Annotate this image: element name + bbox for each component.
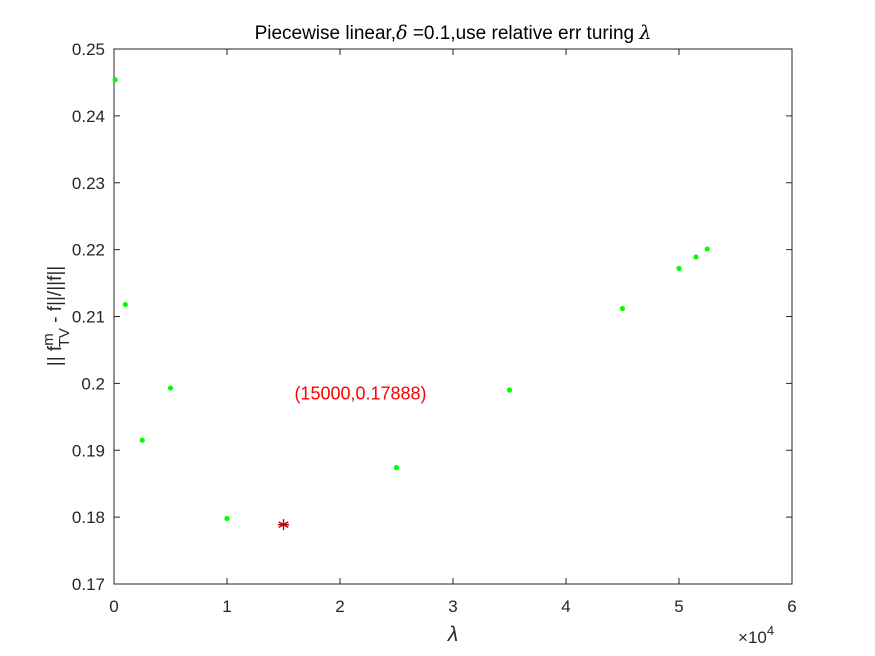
x-multiplier-base: 10 <box>748 628 767 647</box>
chart-title: Piecewise linear,δ =0.1,use relative err… <box>255 22 652 44</box>
x-tick-label: 5 <box>674 597 683 616</box>
data-point <box>506 387 513 393</box>
highlight-asterisk-marker <box>278 519 289 531</box>
data-point <box>393 465 400 471</box>
x-axis-ticks: 0 1 2 3 4 5 6 <box>109 49 797 616</box>
x-multiplier-times: × <box>738 628 748 647</box>
x-axis-multiplier: ×104 <box>738 623 774 647</box>
y-tick-label: 0.22 <box>72 241 105 260</box>
x-tick-label: 0 <box>109 597 118 616</box>
x-axis-label: λ <box>447 623 458 646</box>
plot-area <box>113 48 793 585</box>
annotation-label: (15000,0.17888) <box>294 383 426 403</box>
title-lambda: λ <box>638 22 651 44</box>
ylabel-sub: TV <box>56 328 73 347</box>
data-point <box>139 437 145 443</box>
y-tick-label: 0.25 <box>72 40 105 59</box>
data-series <box>112 77 710 522</box>
data-point <box>676 265 682 271</box>
title-rest: =0.1,use relative err turing <box>408 23 640 44</box>
y-tick-label: 0.17 <box>72 575 105 594</box>
y-tick-label: 0.23 <box>72 174 105 193</box>
x-tick-label: 3 <box>448 597 457 616</box>
x-tick-label: 6 <box>787 597 796 616</box>
y-tick-label: 0.24 <box>72 107 105 126</box>
title-main: Piecewise linear, <box>255 23 397 44</box>
x-tick-label: 1 <box>222 597 231 616</box>
data-point <box>167 385 174 391</box>
ylabel-sup: m <box>40 333 57 346</box>
data-point <box>122 301 128 308</box>
ylabel-suffix: - f||/||f|| <box>45 266 66 328</box>
y-axis-ticks: 0.17 0.18 0.19 0.2 0.21 0.22 0.23 0.24 0.25 <box>72 40 792 594</box>
x-tick-label: 2 <box>335 597 344 616</box>
data-point <box>693 254 699 260</box>
y-tick-label: 0.21 <box>72 308 105 327</box>
data-point <box>704 246 710 252</box>
data-point <box>112 77 118 83</box>
x-tick-label: 4 <box>561 597 570 616</box>
y-tick-label: 0.19 <box>72 441 105 460</box>
ylabel-prefix: || f <box>45 345 66 366</box>
y-tick-label: 0.2 <box>81 374 105 393</box>
data-point <box>224 515 230 522</box>
y-tick-label: 0.18 <box>72 508 105 527</box>
y-axis-label: || fmTV - f||/||f|| <box>40 266 73 366</box>
data-point <box>619 305 626 312</box>
x-multiplier-exp: 4 <box>767 623 774 638</box>
highlight-point <box>278 519 289 531</box>
title-delta: δ <box>396 22 407 44</box>
